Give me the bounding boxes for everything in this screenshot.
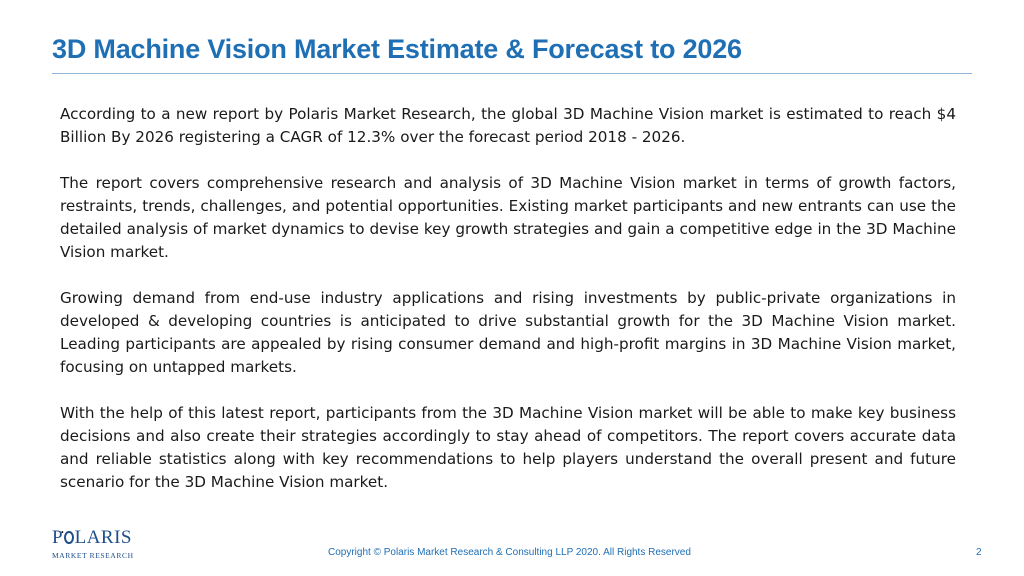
title-divider bbox=[52, 73, 972, 74]
trailing-mark: . bbox=[60, 519, 65, 537]
logo-letters: LARIS bbox=[74, 527, 132, 548]
copyright-footer: Copyright © Polaris Market Research & Co… bbox=[328, 547, 691, 558]
logo-o-ring-icon bbox=[64, 531, 74, 544]
paragraph-demand: Growing demand from end-use industry app… bbox=[60, 289, 956, 376]
logo-subtitle: MARKET RESEARCH bbox=[52, 551, 134, 560]
logo-letter-p: P bbox=[52, 527, 64, 548]
slide-body: According to a new report by Polaris Mar… bbox=[60, 103, 956, 540]
slide-title: 3D Machine Vision Market Estimate & Fore… bbox=[52, 34, 742, 64]
paragraph-coverage: The report covers comprehensive research… bbox=[60, 174, 956, 261]
polaris-logo: P LARIS MARKET RESEARCH bbox=[52, 528, 134, 560]
logo-wordmark: P LARIS bbox=[52, 528, 132, 547]
paragraph-benefits: With the help of this latest report, par… bbox=[60, 404, 956, 491]
paragraph-intro: According to a new report by Polaris Mar… bbox=[60, 105, 956, 146]
page-number: 2 bbox=[976, 547, 982, 558]
